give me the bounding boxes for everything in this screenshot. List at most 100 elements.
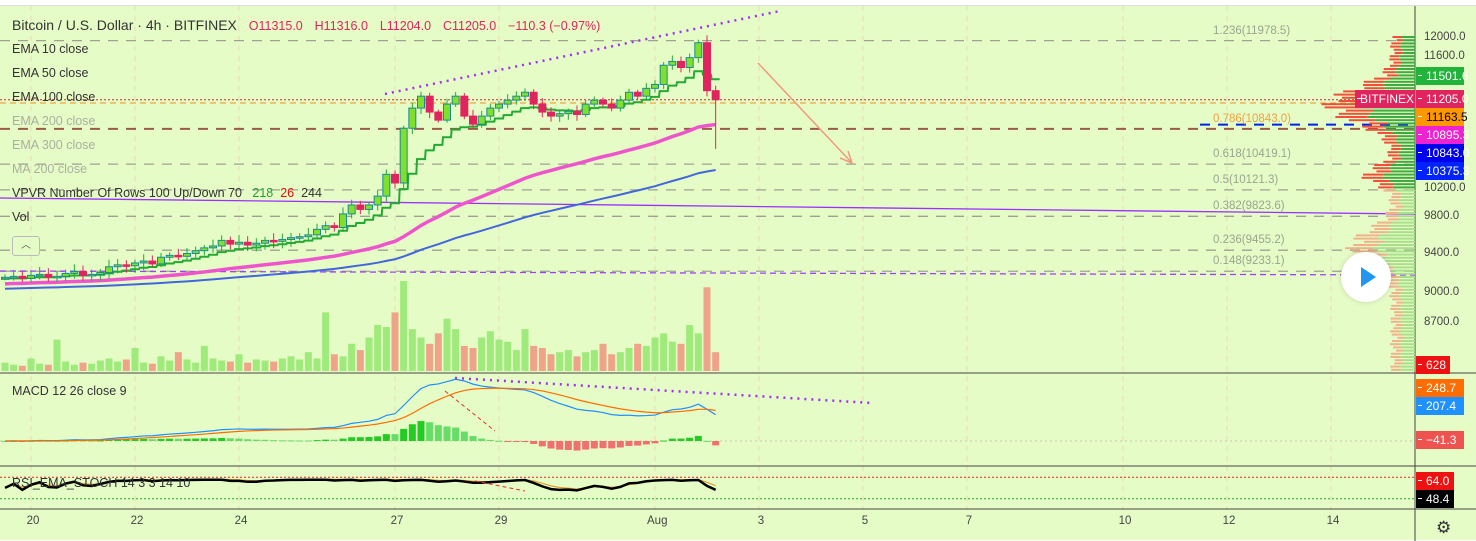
ohlc-low: L11204.0 <box>379 19 432 33</box>
volume-bar <box>313 358 321 371</box>
candle-down <box>18 275 27 279</box>
vpvr-up-bar <box>1386 253 1415 256</box>
vpvr-up-bar <box>1400 343 1415 346</box>
candle-down <box>538 103 547 113</box>
macd-tag-histogram: −41.3 <box>1416 431 1464 449</box>
legend-ema300[interactable]: EMA 300 close <box>12 138 96 152</box>
legend-ema50[interactable]: EMA 50 close <box>12 66 89 80</box>
legend-vpvr[interactable]: VPVR Number Of Rows 100 Up/Down 70 218 2… <box>12 186 322 200</box>
vpvr-up-bar <box>1398 276 1415 278</box>
macd-histogram-bar <box>590 441 598 449</box>
vpvr-up-bar <box>1387 231 1415 234</box>
volume-bar <box>642 345 650 371</box>
vpvr-up-bar <box>1400 196 1415 198</box>
vpvr-down-bar <box>1389 55 1400 58</box>
volume-bar <box>400 281 408 371</box>
legend-ema200[interactable]: EMA 200 close <box>12 114 96 128</box>
vpvr-up-bar <box>1377 244 1415 246</box>
legend-macd[interactable]: MACD 12 26 close 9 <box>12 384 127 398</box>
macd-histogram-bar <box>564 441 572 451</box>
candle-down <box>633 91 642 97</box>
price-axis-label: 8700.0 <box>1424 315 1460 328</box>
macd-histogram-bar <box>304 440 312 442</box>
chart-widget[interactable]: Bitcoin / U.S. Dollar · 4h · BITFINEX O1… <box>0 5 1476 541</box>
macd-tag-signal: 248.7 <box>1416 379 1464 397</box>
candle-down <box>703 42 711 92</box>
candle-down <box>269 239 278 243</box>
collapse-legend-button[interactable]: ︿ <box>12 236 40 256</box>
vpvr-up-bar <box>1383 125 1415 128</box>
legend-ma200[interactable]: MA 200 close <box>12 162 88 176</box>
replay-play-button[interactable] <box>1341 252 1391 302</box>
candle-down <box>434 111 443 121</box>
legend-ema100[interactable]: EMA 100 close <box>12 90 96 104</box>
vpvr-up-bar <box>1384 87 1415 90</box>
fib-level-label: 0.786(10843.0) <box>1213 112 1292 125</box>
macd-histogram-bar <box>660 440 668 442</box>
symbol-name[interactable]: Bitcoin / U.S. Dollar <box>12 17 134 33</box>
candle-up <box>287 237 295 240</box>
volume-bar <box>365 337 373 371</box>
vpvr-down-bar <box>1395 324 1404 326</box>
volume-bar <box>417 337 425 371</box>
vpvr-up-bar <box>1403 301 1415 304</box>
legend-rsi[interactable]: RSI_EMA_STOCH 14 3 3 14 10 <box>12 476 191 490</box>
vpvr-up-bar <box>1398 218 1415 221</box>
candle-up <box>183 252 191 257</box>
price-tag-fib: 10843.0 <box>1416 144 1469 162</box>
macd-histogram-bar <box>521 441 529 443</box>
vpvr-down-bar <box>1369 122 1388 125</box>
vpvr-up-bar <box>1398 151 1415 154</box>
macd-histogram-bar <box>79 440 87 442</box>
volume-bar <box>1 362 9 371</box>
volume-bar <box>408 329 416 371</box>
time-axis-label: 3 <box>757 515 765 527</box>
candle-up <box>417 95 425 109</box>
candle-up <box>165 254 174 258</box>
macd-histogram-bar <box>486 439 494 441</box>
ohlc-change: −110.3 (−0.97%) <box>508 19 601 33</box>
macd-histogram-bar <box>538 441 546 447</box>
volume-bar <box>590 350 598 371</box>
vpvr-up-bar <box>1390 228 1415 230</box>
price-tag-ema100: 10375.3 <box>1416 162 1469 180</box>
volume-bar <box>625 347 633 371</box>
ema-50-line <box>4 122 716 286</box>
chart-canvas[interactable] <box>0 6 1476 541</box>
macd-histogram-bar <box>651 441 659 444</box>
vpvr-down-bar <box>1391 42 1401 45</box>
volume-bar <box>105 358 113 371</box>
vpvr-down-bar <box>1338 112 1370 115</box>
volume-bar <box>469 347 477 371</box>
macd-histogram-bar <box>200 438 208 441</box>
macd-histogram-bar <box>261 439 269 441</box>
vpvr-up-bar <box>1399 295 1415 298</box>
vpvr-up-bar <box>1377 250 1415 253</box>
candle-up <box>555 113 564 117</box>
volume-bar <box>140 362 148 371</box>
volume-bar <box>157 356 165 371</box>
legend-ema10[interactable]: EMA 10 close <box>12 42 89 56</box>
vpvr-down-bar <box>1388 199 1400 202</box>
settings-gear-icon[interactable]: ⚙ <box>1436 518 1452 537</box>
candle-up <box>564 110 573 115</box>
vpvr-down-bar <box>1389 64 1400 67</box>
stoch-k-line <box>4 478 717 492</box>
candle-up <box>590 99 599 105</box>
time-axis-label: 24 <box>234 515 248 527</box>
vpvr-up-bar <box>1396 68 1415 70</box>
vpvr-down-bar <box>1353 237 1379 240</box>
candle-up <box>495 103 503 109</box>
vpvr-up-bar <box>1400 308 1415 310</box>
vpvr-up-bar <box>1399 64 1415 67</box>
macd-histogram-bar <box>339 438 347 441</box>
vpvr-up-bar <box>1402 52 1415 54</box>
macd-histogram-bar <box>452 427 460 441</box>
vpvr-down-bar <box>1392 157 1402 160</box>
vpvr-down-bar <box>1387 218 1399 221</box>
vpvr-down-bar <box>1377 132 1393 134</box>
volume-bar <box>530 345 538 371</box>
time-axis-label: 10 <box>1118 515 1132 527</box>
macd-histogram-bar <box>287 440 295 442</box>
legend-volume[interactable]: Vol <box>12 210 30 224</box>
